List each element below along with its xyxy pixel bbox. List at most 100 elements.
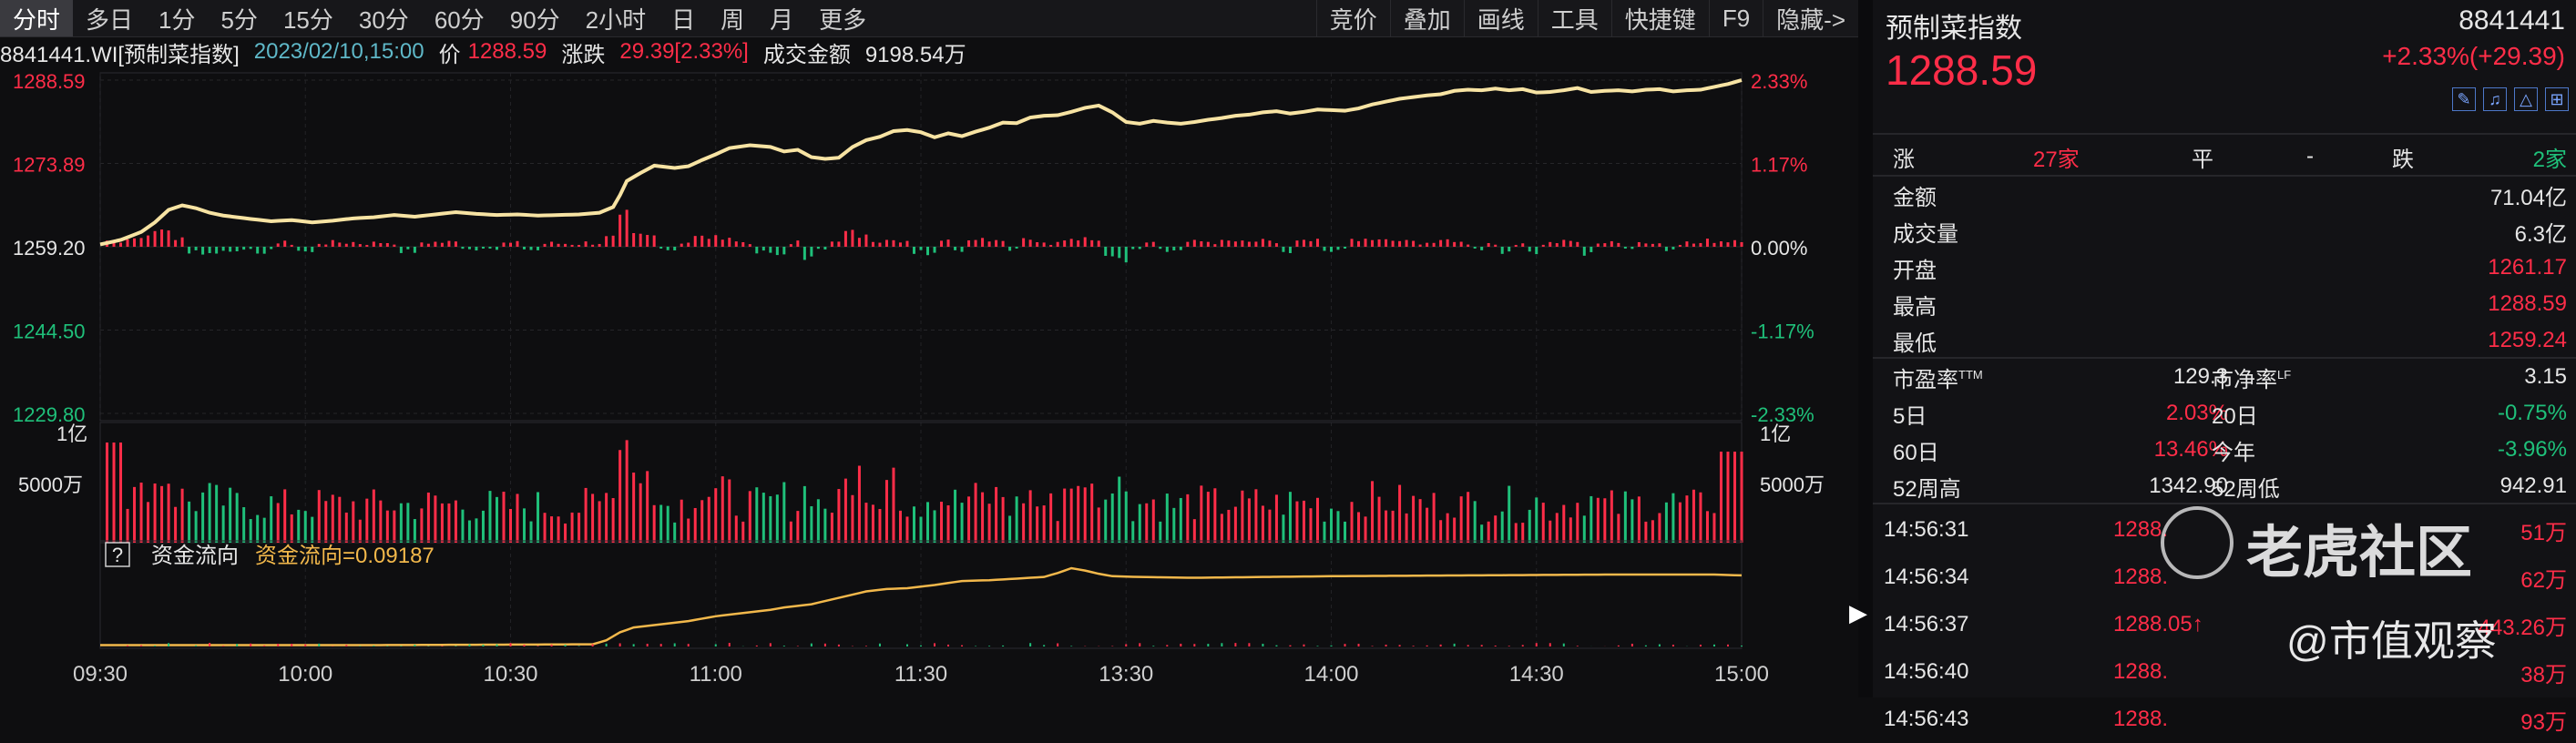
flat-count: - <box>2306 144 2314 168</box>
tab-period-1[interactable]: 多日 <box>86 5 134 34</box>
volume-tick-label: 1亿 <box>56 422 87 445</box>
ratio-label: 60日 <box>1893 440 1939 465</box>
flat-label: 平 <box>2192 147 2213 172</box>
tab-period-0[interactable]: 分时 <box>0 0 74 36</box>
edit-icon[interactable]: ✎ <box>2452 87 2476 111</box>
intraday-chart[interactable]: 1288.59 2.33% 1273.89 1.17% 1259.20 0.00% 1244… <box>0 0 1858 697</box>
bell-icon[interactable]: ♫ <box>2483 87 2507 111</box>
tick-row[interactable]: 14:56:34 1288. 62万 <box>1873 554 2576 601</box>
add-icon[interactable]: ⊞ <box>2545 87 2569 111</box>
tab-period-8[interactable]: 2小时 <box>585 5 647 34</box>
tab-period-10[interactable]: 周 <box>721 5 745 34</box>
tick-amount: 443.26万 <box>2478 615 2567 640</box>
time-tick-label: 10:00 <box>278 662 332 687</box>
stat-row: 成交量 6.3亿 <box>1873 213 2576 249</box>
stat-label: 成交量 <box>1893 221 1958 247</box>
index-price: 1288.59 <box>1886 46 2038 94</box>
tab-period-9[interactable]: 日 <box>671 5 696 34</box>
time-tick-label: 14:30 <box>1509 662 1564 687</box>
tab-period-3[interactable]: 5分 <box>220 5 258 34</box>
ratio-value: 942.91 <box>2499 473 2567 498</box>
divider <box>1873 133 2576 135</box>
tool-button-3[interactable]: 工具 <box>1537 0 1611 36</box>
breadth-row: 涨 27家 平 - 跌 2家 <box>1873 138 2576 175</box>
tab-period-7[interactable]: 90分 <box>509 5 560 34</box>
tick-price: 1288. <box>2113 565 2169 589</box>
expand-panel-icon[interactable]: ▶ <box>1849 599 1867 626</box>
period-tabs: 分时 多日 1分 5分 15分 30分 60分 90分 2小时日周月更多 <box>0 0 879 36</box>
tick-time: 14:56:37 <box>1884 612 1969 636</box>
tick-amount: 51万 <box>2520 520 2567 545</box>
ratio-label: 52周高 <box>1893 476 1961 502</box>
stat-row: 开盘 1261.17 <box>1873 249 2576 286</box>
change-caption: 涨跌 <box>561 42 606 67</box>
ratio-label: 市盈率TTM <box>1893 367 1983 392</box>
tab-period-6[interactable]: 60分 <box>434 5 485 34</box>
stat-value: 1261.17 <box>2488 255 2567 280</box>
ratio-label: 今年 <box>2212 440 2255 465</box>
alert-icon[interactable]: △ <box>2514 87 2538 111</box>
watermark-sub: @市值观察 <box>2286 617 2497 665</box>
tool-button-2[interactable]: 画线 <box>1463 0 1538 36</box>
tick-amount: 93万 <box>2520 709 2567 735</box>
tick-row[interactable]: 14:56:31 1288. 51万 <box>1873 506 2576 554</box>
tab-period-2[interactable]: 1分 <box>158 5 196 34</box>
ratio-row: 5日 2.03% 20日 -0.75% <box>1873 395 2576 432</box>
ratio-row: 市盈率TTM 129.3 市净率LF 3.15 <box>1873 359 2576 395</box>
price-tick-label: 1229.80 <box>13 403 86 426</box>
tick-price: 1288. <box>2113 659 2169 684</box>
time-tick-label: 11:30 <box>894 662 947 687</box>
price-tick-label: 1244.50 <box>13 321 86 343</box>
tab-period-12[interactable]: 更多 <box>819 5 867 34</box>
ratio-label: 市净率LF <box>2212 367 2292 392</box>
chart-toolbar: 分时 多日 1分 5分 15分 30分 60分 90分 2小时日周月更多 竞价 叠加 画线 工具 快捷键… <box>0 0 1858 37</box>
index-change: +2.33%(+29.39) <box>2382 42 2565 70</box>
tool-button-5[interactable]: F9 <box>1708 0 1763 36</box>
divider <box>1873 357 2576 359</box>
tick-row[interactable]: 14:56:37 1288.05↑ 443.26万 <box>1873 601 2576 648</box>
down-label: 跌 <box>2392 147 2414 172</box>
volume-tick-label: 5000万 <box>1760 473 1825 496</box>
time-tick-label: 14:00 <box>1303 662 1358 687</box>
ratio-value: 13.46% <box>2153 437 2228 462</box>
tool-button-1[interactable]: 叠加 <box>1389 0 1464 36</box>
ratio-label: 20日 <box>2212 403 2258 429</box>
tool-button-6[interactable]: 隐藏-> <box>1763 0 1858 36</box>
time-tick-label: 11:00 <box>690 662 742 687</box>
pct-tick-label: 0.00% <box>1751 237 1807 260</box>
tick-time: 14:56:34 <box>1884 565 1969 589</box>
time-tick-label: 15:00 <box>1714 662 1769 687</box>
flow-title: 资金流向 <box>151 544 239 568</box>
time-tick-label: 10:30 <box>483 662 537 687</box>
tick-price: 1288. <box>2113 517 2169 542</box>
tool-button-0[interactable]: 竞价 <box>1315 0 1390 36</box>
up-label: 涨 <box>1893 147 1915 172</box>
ratio-value: 3.15 <box>2524 364 2567 389</box>
price-tick-label: 1273.89 <box>13 154 86 177</box>
tiger-logo-icon <box>2161 506 2234 579</box>
tool-button-4[interactable]: 快捷键 <box>1610 0 1709 36</box>
chart-infobar: 8841441.WI[预制菜指数] 2023/02/10,15:00 价 128… <box>0 36 1858 67</box>
stat-label: 最高 <box>1893 294 1937 320</box>
ratio-sup: TTM <box>1958 367 1983 382</box>
amount-caption: 成交金额 <box>762 42 851 67</box>
ratio-label: 52周低 <box>2212 476 2280 502</box>
stat-row: 金额 71.04亿 <box>1873 177 2576 213</box>
datetime-label: 2023/02/10,15:00 <box>253 39 424 64</box>
tick-row[interactable]: 14:56:40 1288. 38万 <box>1873 648 2576 696</box>
volume-tick-label: 5000万 <box>18 473 83 496</box>
tab-period-11[interactable]: 月 <box>770 5 794 34</box>
price-caption: 价 <box>438 42 461 67</box>
tick-row[interactable]: 14:56:43 1288. 93万 <box>1873 696 2576 743</box>
ratio-value: -0.75% <box>2497 401 2567 425</box>
stat-value: 1288.59 <box>2488 291 2567 316</box>
price-tick-label: 1288.59 <box>13 70 86 93</box>
ratio-value: 1342.90 <box>2149 473 2228 498</box>
price-tick-label: 1259.20 <box>13 237 86 260</box>
tab-period-5[interactable]: 30分 <box>358 5 409 34</box>
tab-period-4[interactable]: 15分 <box>282 5 333 34</box>
symbol-label: 8841441.WI[预制菜指数] <box>0 42 240 67</box>
pct-tick-label: 1.17% <box>1751 154 1807 177</box>
tick-amount: 62万 <box>2520 567 2567 593</box>
